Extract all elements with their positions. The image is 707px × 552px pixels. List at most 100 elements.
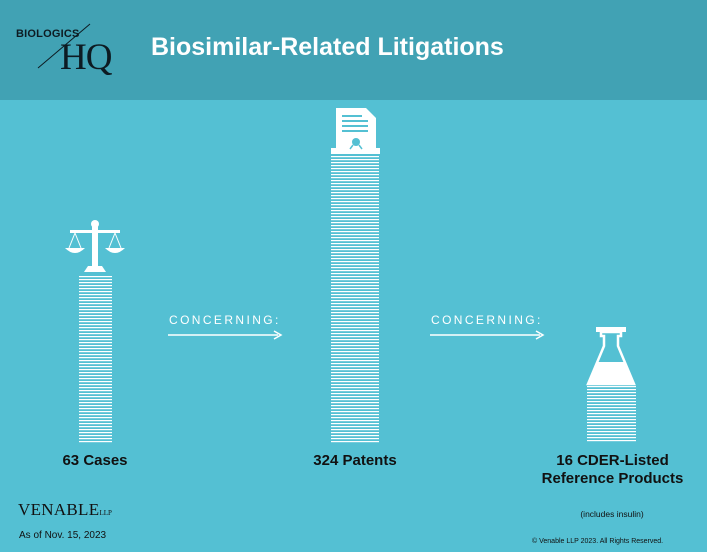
stripe-line — [331, 252, 379, 254]
stripe-line — [79, 396, 112, 398]
stripe-line — [79, 291, 112, 293]
biologics-hq-logo: BIOLOGICS HQ — [16, 22, 128, 80]
stripe-line — [587, 398, 636, 400]
concerning-label-1: CONCERNING: — [169, 313, 281, 327]
stripe-line — [331, 189, 379, 191]
connector-arrow-2 — [430, 330, 545, 340]
stripe-line — [331, 234, 379, 236]
stripe-line — [331, 387, 379, 389]
stripe-line — [331, 318, 379, 320]
header-bar — [0, 0, 707, 100]
stripe-line — [79, 276, 112, 278]
stripe-line — [331, 312, 379, 314]
stripe-stack-1 — [331, 156, 379, 443]
connector-arrow-1 — [168, 330, 283, 340]
as-of-date: As of Nov. 15, 2023 — [19, 530, 107, 541]
stripe-line — [79, 324, 112, 326]
stripe-line — [331, 201, 379, 203]
stripe-line — [331, 246, 379, 248]
logo-main-text: HQ — [60, 37, 112, 78]
stripe-line — [79, 321, 112, 323]
stripe-line — [587, 407, 636, 409]
stripe-line — [79, 423, 112, 425]
stripe-line — [79, 435, 112, 437]
stripe-line — [331, 363, 379, 365]
stripe-line — [79, 360, 112, 362]
stripe-line — [331, 372, 379, 374]
stripe-line — [331, 360, 379, 362]
stripe-line — [331, 174, 379, 176]
stripe-line — [331, 357, 379, 359]
stripe-line — [331, 354, 379, 356]
stripe-line — [587, 434, 636, 436]
stripe-line — [331, 408, 379, 410]
stripe-line — [79, 351, 112, 353]
stripe-line — [79, 366, 112, 368]
stripe-line — [587, 395, 636, 397]
stripe-line — [587, 413, 636, 415]
stripe-line — [331, 228, 379, 230]
category-label-patents: 324 Patents — [313, 452, 397, 469]
stripe-line — [331, 192, 379, 194]
stripe-line — [331, 267, 379, 269]
stripe-line — [79, 282, 112, 284]
stripe-line — [79, 432, 112, 434]
category-label-reference-products: 16 CDER-Listed Reference Products — [541, 452, 684, 487]
stripe-line — [331, 213, 379, 215]
stripe-line — [79, 402, 112, 404]
stripe-line — [331, 369, 379, 371]
stripe-line — [331, 282, 379, 284]
stripe-line — [331, 249, 379, 251]
stripe-line — [331, 294, 379, 296]
stripe-line — [331, 195, 379, 197]
stripe-line — [331, 258, 379, 260]
stripe-line — [331, 288, 379, 290]
stripe-line — [331, 240, 379, 242]
stripe-line — [331, 210, 379, 212]
stripe-line — [331, 159, 379, 161]
stripe-line — [79, 294, 112, 296]
stripe-line — [331, 393, 379, 395]
stripe-line — [79, 429, 112, 431]
stripe-line — [331, 411, 379, 413]
stripe-line — [331, 270, 379, 272]
stripe-line — [79, 354, 112, 356]
stripe-line — [79, 414, 112, 416]
stripe-line — [331, 327, 379, 329]
stripe-line — [331, 183, 379, 185]
stripe-line — [79, 312, 112, 314]
stripe-line — [587, 401, 636, 403]
stripe-line — [331, 345, 379, 347]
stripe-line — [331, 375, 379, 377]
stripe-line — [331, 156, 379, 158]
stripe-line — [587, 422, 636, 424]
stripe-line — [79, 441, 112, 443]
litigation-chart — [65, 108, 636, 443]
stripe-line — [331, 222, 379, 224]
stripe-line — [587, 431, 636, 433]
stripe-line — [79, 417, 112, 419]
stripe-line — [331, 279, 379, 281]
stripe-line — [331, 438, 379, 440]
stripe-line — [331, 384, 379, 386]
stripe-line — [331, 204, 379, 206]
stripe-line — [331, 291, 379, 293]
stripe-line — [79, 345, 112, 347]
stripe-line — [331, 420, 379, 422]
stripe-line — [331, 330, 379, 332]
stripe-bars — [79, 156, 636, 443]
stripe-stack-0 — [79, 276, 112, 443]
stripe-line — [331, 402, 379, 404]
stripe-line — [79, 420, 112, 422]
stripe-line — [331, 414, 379, 416]
stripe-line — [331, 417, 379, 419]
stripe-line — [331, 324, 379, 326]
stripe-line — [79, 285, 112, 287]
stripe-line — [331, 405, 379, 407]
venable-logo: VENABLELLP — [18, 500, 112, 520]
logo-top-text: BIOLOGICS — [16, 28, 80, 40]
stripe-line — [79, 342, 112, 344]
stripe-line — [79, 384, 112, 386]
stripe-line — [587, 428, 636, 430]
stripe-line — [79, 339, 112, 341]
